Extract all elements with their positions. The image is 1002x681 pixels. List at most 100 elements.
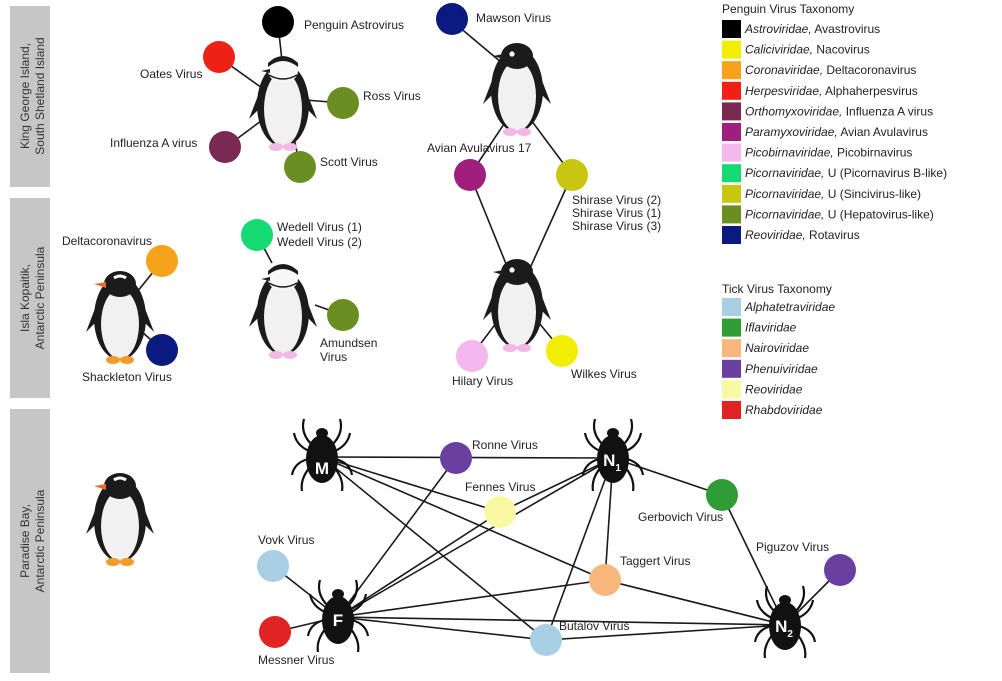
virus-node-taggert — [589, 564, 621, 596]
tick-legend-label: Rhabdoviridae — [745, 403, 823, 417]
region-bar-isla-kopaitik: Isla Kopaitik, Antarctic Peninsula — [10, 198, 50, 398]
chinstrap-penguin-icon — [248, 263, 318, 360]
region-label-line1: Isla Kopaitik, — [18, 264, 32, 332]
region-bar-king-george: King George Island, South Shetland Islan… — [10, 6, 50, 187]
adelie-penguin-icon — [483, 43, 551, 136]
label-amundsen-line1: Amundsen — [320, 336, 377, 350]
region-bar-paradise-bay: Paradise Bay, Antarctic Peninsula — [10, 409, 50, 673]
tick-legend: Tick Virus Taxonomy Alphatetraviridae Ifl… — [722, 282, 835, 419]
tick-legend-label: Nairoviridae — [745, 341, 809, 355]
virus-node-scott — [284, 151, 316, 183]
virus-node-oates — [203, 41, 235, 73]
label-wedell-1: Wedell Virus (1) — [277, 220, 362, 234]
label-ross: Ross Virus — [363, 89, 421, 103]
edge — [545, 457, 614, 641]
label-shirase-3: Shirase Virus (3) — [572, 219, 661, 233]
region-label-line2: Antarctic Peninsula — [33, 489, 47, 592]
edge — [321, 456, 606, 581]
label-mawson: Mawson Virus — [476, 11, 551, 25]
virus-node-influenza-a — [209, 131, 241, 163]
edge — [321, 456, 501, 513]
tick-legend-title: Tick Virus Taxonomy — [722, 282, 832, 296]
penguin-legend-label: Reoviridae, Rotavirus — [745, 228, 860, 242]
virus-node-ross — [327, 87, 359, 119]
virus-node-mawson — [436, 3, 468, 35]
label-amundsen-line2: Virus — [320, 350, 347, 364]
region-label-line2: Antarctic Peninsula — [33, 246, 47, 349]
virus-node-wedell — [241, 219, 273, 251]
penguin-legend-swatch — [722, 164, 741, 183]
adelie-penguin-icon — [483, 259, 551, 352]
virus-node-fennes — [484, 496, 516, 528]
virus-node-messner — [259, 616, 291, 648]
tick-f: F — [306, 578, 370, 654]
penguin-legend-label: Caliciviridae, Nacovirus — [745, 43, 870, 57]
tick-m: M — [290, 417, 354, 493]
tick-label: N2 — [775, 617, 793, 640]
tick-n1: N1 — [581, 417, 645, 493]
tick-legend-swatch — [722, 380, 741, 399]
penguin-legend-swatch — [722, 184, 741, 203]
penguin-legend-swatch — [722, 102, 741, 121]
edge — [337, 616, 547, 641]
edge — [337, 616, 786, 626]
virus-node-butalov — [530, 624, 562, 656]
virus-node-shirase — [556, 159, 588, 191]
tick-legend-swatch — [722, 339, 741, 358]
label-penguin-astrovirus: Penguin Astrovirus — [304, 18, 404, 32]
label-deltacoronavirus: Deltacoronavirus — [62, 234, 152, 248]
penguin-legend-label: Picornaviridae, U (Sincivirus-like) — [745, 187, 921, 201]
penguin-legend-label: Picornaviridae, U (Hepatovirus-like) — [745, 207, 934, 221]
tick-legend-swatch — [722, 359, 741, 378]
label-hilary: Hilary Virus — [452, 374, 513, 388]
edge — [721, 494, 786, 626]
penguin-legend-items: Astroviridae, Avastrovirus Caliciviridae,… — [722, 20, 947, 244]
edge — [612, 457, 723, 496]
region-label-line2: South Shetland Island — [33, 37, 47, 154]
tick-legend-label: Alphatetraviridae — [744, 300, 835, 314]
label-shirase-1: Shirase Virus (1) — [572, 206, 661, 220]
label-taggert: Taggert Virus — [620, 554, 690, 568]
edge — [499, 457, 614, 513]
label-ronne: Ronne Virus — [472, 438, 538, 452]
tick-legend-label: Reoviridae — [745, 382, 803, 396]
edge — [321, 456, 547, 641]
virus-node-amundsen — [327, 299, 359, 331]
penguin-legend-label: Paramyxoviridae, Avian Avulavirus — [745, 125, 928, 139]
label-scott: Scott Virus — [320, 155, 378, 169]
penguin-legend-label: Orthomyxoviridae, Influenza A virus — [745, 104, 933, 118]
tick-label: N1 — [603, 451, 621, 474]
virus-node-penguin-astrovirus — [262, 6, 294, 38]
edge — [337, 579, 606, 618]
penguin-legend-label: Picobirnaviridae, Picobirnavirus — [745, 146, 912, 160]
gentoo-penguin-icon — [84, 471, 156, 568]
penguin-legend-label: Picornaviridae, U (Picornavirus B-like) — [745, 166, 947, 180]
tick-legend-label: Phenuiviridae — [745, 362, 818, 376]
penguin-legend-title: Penguin Virus Taxonomy — [722, 2, 854, 16]
edge — [604, 579, 786, 626]
label-piguzov: Piguzov Virus — [756, 540, 829, 554]
label-fennes: Fennes Virus — [465, 480, 535, 494]
penguin-legend-swatch — [722, 40, 741, 59]
label-wedell-2: Wedell Virus (2) — [277, 235, 362, 249]
penguin-legend-swatch — [722, 20, 741, 38]
tick-n2: N2 — [753, 584, 817, 660]
penguin-legend-label: Herpesviridae, Alphaherpesvirus — [745, 84, 918, 98]
virus-node-wilkes — [546, 335, 578, 367]
virus-nodes — [146, 3, 856, 656]
virus-node-piguzov — [824, 554, 856, 586]
penguin-legend-label: Coronaviridae, Deltacoronavirus — [745, 63, 916, 77]
tick-icon — [290, 417, 354, 493]
penguin-legend-swatch — [722, 205, 741, 224]
label-wilkes: Wilkes Virus — [571, 367, 637, 381]
penguin-legend-swatch — [722, 123, 741, 141]
tick-legend-swatch — [722, 298, 741, 316]
edge — [337, 457, 614, 618]
virus-node-shackleton — [146, 334, 178, 366]
virus-node-vovk — [257, 550, 289, 582]
penguin-legend-label: Astroviridae, Avastrovirus — [744, 22, 880, 36]
label-influenza-a: Influenza A virus — [110, 136, 197, 150]
virus-node-deltacoronavirus — [146, 245, 178, 277]
tick-legend-swatch — [722, 401, 741, 419]
region-label-line1: King George Island, — [18, 43, 32, 149]
